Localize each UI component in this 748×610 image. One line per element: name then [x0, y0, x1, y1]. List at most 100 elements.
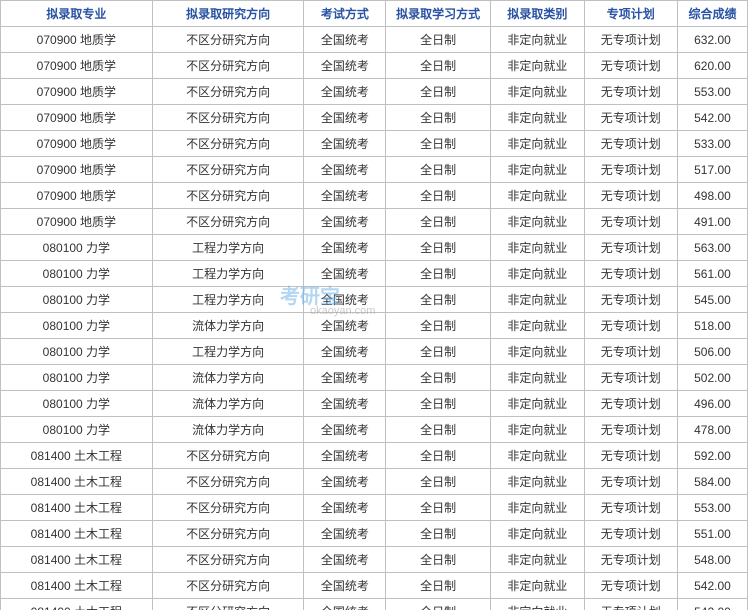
table-row: 070900 地质学不区分研究方向全国统考全日制非定向就业无专项计划542.00 — [1, 105, 748, 131]
cell-category: 非定向就业 — [491, 495, 584, 521]
cell-plan: 无专项计划 — [584, 521, 677, 547]
cell-plan: 无专项计划 — [584, 365, 677, 391]
cell-category: 非定向就业 — [491, 53, 584, 79]
cell-study: 全日制 — [386, 417, 491, 443]
cell-major: 070900 地质学 — [1, 27, 153, 53]
table-row: 081400 土木工程不区分研究方向全国统考全日制非定向就业无专项计划553.0… — [1, 495, 748, 521]
cell-exam: 全国统考 — [304, 209, 386, 235]
cell-major: 080100 力学 — [1, 339, 153, 365]
cell-exam: 全国统考 — [304, 469, 386, 495]
cell-category: 非定向就业 — [491, 235, 584, 261]
cell-plan: 无专项计划 — [584, 417, 677, 443]
cell-major: 081400 土木工程 — [1, 443, 153, 469]
cell-direction: 工程力学方向 — [152, 235, 304, 261]
cell-plan: 无专项计划 — [584, 495, 677, 521]
table-body: 070900 地质学不区分研究方向全国统考全日制非定向就业无专项计划632.00… — [1, 27, 748, 610]
cell-plan: 无专项计划 — [584, 157, 677, 183]
header-category: 拟录取类别 — [491, 1, 584, 27]
cell-plan: 无专项计划 — [584, 547, 677, 573]
cell-score: 498.00 — [677, 183, 747, 209]
cell-direction: 不区分研究方向 — [152, 495, 304, 521]
cell-direction: 流体力学方向 — [152, 365, 304, 391]
cell-study: 全日制 — [386, 235, 491, 261]
cell-major: 081400 土木工程 — [1, 599, 153, 610]
cell-direction: 不区分研究方向 — [152, 521, 304, 547]
cell-score: 542.00 — [677, 599, 747, 610]
cell-major: 080100 力学 — [1, 313, 153, 339]
admission-table-container: 拟录取专业 拟录取研究方向 考试方式 拟录取学习方式 拟录取类别 专项计划 综合… — [0, 0, 748, 610]
cell-exam: 全国统考 — [304, 521, 386, 547]
cell-exam: 全国统考 — [304, 261, 386, 287]
cell-study: 全日制 — [386, 495, 491, 521]
cell-study: 全日制 — [386, 105, 491, 131]
cell-score: 553.00 — [677, 79, 747, 105]
cell-category: 非定向就业 — [491, 287, 584, 313]
cell-study: 全日制 — [386, 599, 491, 610]
cell-direction: 不区分研究方向 — [152, 157, 304, 183]
table-row: 080100 力学流体力学方向全国统考全日制非定向就业无专项计划496.00 — [1, 391, 748, 417]
cell-major: 080100 力学 — [1, 235, 153, 261]
cell-score: 561.00 — [677, 261, 747, 287]
cell-category: 非定向就业 — [491, 27, 584, 53]
cell-exam: 全国统考 — [304, 79, 386, 105]
cell-exam: 全国统考 — [304, 599, 386, 610]
cell-direction: 不区分研究方向 — [152, 27, 304, 53]
cell-plan: 无专项计划 — [584, 105, 677, 131]
table-row: 081400 土木工程不区分研究方向全国统考全日制非定向就业无专项计划548.0… — [1, 547, 748, 573]
cell-score: 518.00 — [677, 313, 747, 339]
cell-score: 496.00 — [677, 391, 747, 417]
cell-score: 563.00 — [677, 235, 747, 261]
header-direction: 拟录取研究方向 — [152, 1, 304, 27]
cell-major: 070900 地质学 — [1, 131, 153, 157]
cell-study: 全日制 — [386, 547, 491, 573]
cell-direction: 不区分研究方向 — [152, 131, 304, 157]
header-exam: 考试方式 — [304, 1, 386, 27]
cell-direction: 不区分研究方向 — [152, 53, 304, 79]
cell-plan: 无专项计划 — [584, 53, 677, 79]
cell-exam: 全国统考 — [304, 339, 386, 365]
cell-study: 全日制 — [386, 469, 491, 495]
cell-direction: 流体力学方向 — [152, 391, 304, 417]
cell-exam: 全国统考 — [304, 105, 386, 131]
cell-major: 070900 地质学 — [1, 79, 153, 105]
cell-plan: 无专项计划 — [584, 235, 677, 261]
cell-score: 542.00 — [677, 105, 747, 131]
cell-direction: 不区分研究方向 — [152, 79, 304, 105]
cell-direction: 不区分研究方向 — [152, 469, 304, 495]
cell-major: 081400 土木工程 — [1, 469, 153, 495]
cell-score: 632.00 — [677, 27, 747, 53]
cell-study: 全日制 — [386, 183, 491, 209]
cell-plan: 无专项计划 — [584, 131, 677, 157]
cell-score: 551.00 — [677, 521, 747, 547]
cell-plan: 无专项计划 — [584, 27, 677, 53]
cell-category: 非定向就业 — [491, 261, 584, 287]
table-row: 080100 力学工程力学方向全国统考全日制非定向就业无专项计划563.00 — [1, 235, 748, 261]
header-plan: 专项计划 — [584, 1, 677, 27]
cell-study: 全日制 — [386, 313, 491, 339]
cell-major: 080100 力学 — [1, 417, 153, 443]
cell-score: 491.00 — [677, 209, 747, 235]
cell-plan: 无专项计划 — [584, 261, 677, 287]
cell-exam: 全国统考 — [304, 235, 386, 261]
cell-direction: 工程力学方向 — [152, 287, 304, 313]
table-row: 070900 地质学不区分研究方向全国统考全日制非定向就业无专项计划533.00 — [1, 131, 748, 157]
cell-plan: 无专项计划 — [584, 183, 677, 209]
cell-study: 全日制 — [386, 365, 491, 391]
cell-study: 全日制 — [386, 209, 491, 235]
table-row: 070900 地质学不区分研究方向全国统考全日制非定向就业无专项计划517.00 — [1, 157, 748, 183]
cell-exam: 全国统考 — [304, 547, 386, 573]
table-row: 081400 土木工程不区分研究方向全国统考全日制非定向就业无专项计划584.0… — [1, 469, 748, 495]
cell-direction: 不区分研究方向 — [152, 209, 304, 235]
cell-category: 非定向就业 — [491, 417, 584, 443]
cell-plan: 无专项计划 — [584, 573, 677, 599]
cell-category: 非定向就业 — [491, 313, 584, 339]
cell-category: 非定向就业 — [491, 521, 584, 547]
cell-exam: 全国统考 — [304, 391, 386, 417]
cell-score: 517.00 — [677, 157, 747, 183]
table-row: 081400 土木工程不区分研究方向全国统考全日制非定向就业无专项计划542.0… — [1, 599, 748, 610]
cell-study: 全日制 — [386, 443, 491, 469]
cell-category: 非定向就业 — [491, 443, 584, 469]
cell-major: 070900 地质学 — [1, 183, 153, 209]
cell-score: 545.00 — [677, 287, 747, 313]
cell-category: 非定向就业 — [491, 599, 584, 610]
